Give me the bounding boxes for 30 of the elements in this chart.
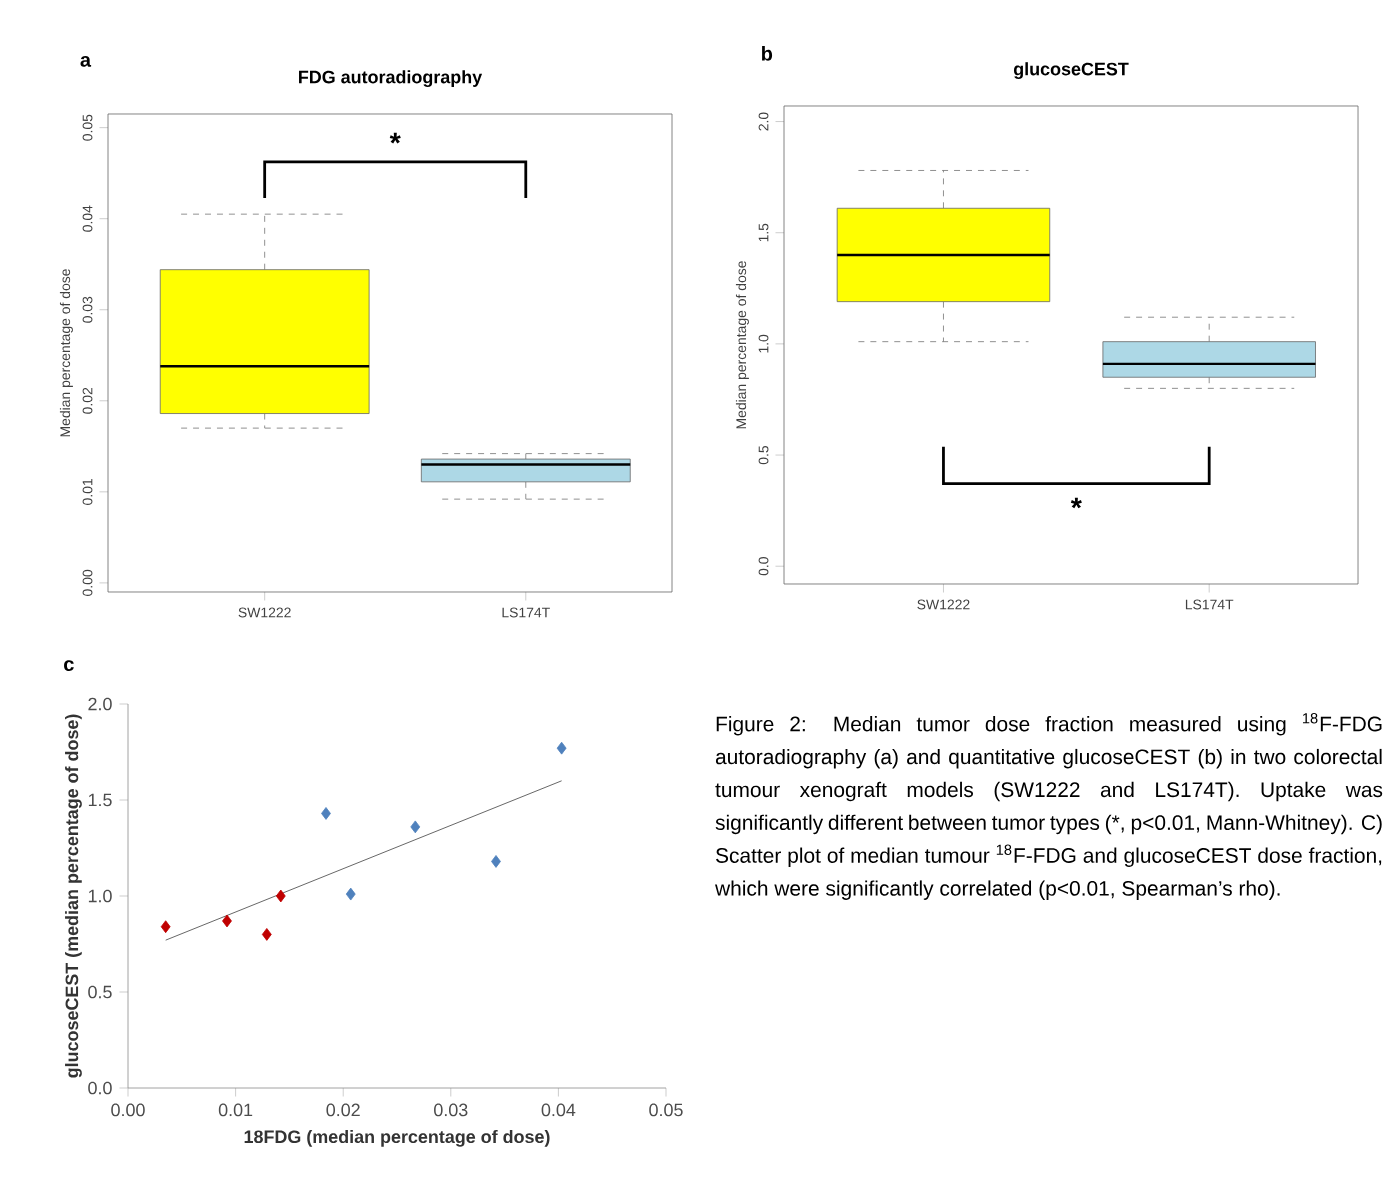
annotation: *	[389, 132, 401, 144]
chart-title: glucoseCEST	[1013, 62, 1129, 80]
y-tick-label: 1.0	[88, 889, 112, 903]
y-tick-label: 0.5	[88, 985, 112, 999]
y-axis-title: glucoseCEST (median percentage of dose)	[65, 714, 82, 1078]
text: Figure 2: Median tumor dose fraction measured using $^{18}$F-FDG autoradiography (a) and quantitative glucoseCEST (b) in two colorectal tumour xenograft models (SW1222 and LS174T). Uptake was significantly different between tumor types (*, p<0.01, Mann-Whitney). C) Scatter plot of median tumour $^{18}$F-FDG and glucoseCEST dose fraction, which were significantly correlated (p<0.01, Spearman’s rho).	[715, 713, 1383, 900]
x-tick-label: 0.04	[541, 1103, 576, 1117]
point	[275, 889, 286, 903]
y-tick-label: 1.5	[88, 793, 112, 807]
x-axis-title: 18FDG (median percentage of dose)	[244, 1129, 550, 1147]
point	[261, 928, 272, 941]
x-tick-label: 0.02	[326, 1103, 360, 1117]
x-tick-label: 0.01	[218, 1103, 253, 1117]
point	[222, 914, 232, 928]
point	[345, 887, 356, 901]
point	[321, 807, 331, 820]
point	[556, 741, 567, 755]
y-tick-label: 0.0	[88, 1081, 112, 1095]
point	[160, 920, 171, 934]
y-tick-label: 2.0	[88, 697, 112, 711]
point	[410, 820, 421, 834]
text: c	[64, 660, 74, 672]
annotation: *	[1070, 497, 1082, 509]
x-tick-label: 0.05	[649, 1103, 683, 1117]
text: b	[762, 46, 773, 61]
text: a	[80, 55, 92, 67]
chart-title: FDG autoradiography	[299, 70, 483, 88]
x-tick-label: 0.03	[434, 1103, 468, 1117]
point	[491, 855, 501, 868]
x-tick-label: 0.00	[111, 1103, 145, 1117]
